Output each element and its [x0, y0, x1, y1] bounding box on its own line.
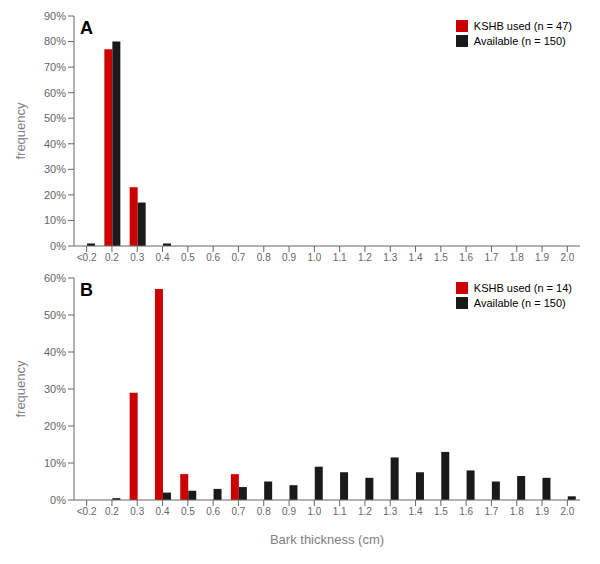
svg-text:50%: 50% [44, 112, 66, 124]
svg-text:0.8: 0.8 [257, 506, 271, 517]
svg-text:1.5: 1.5 [434, 252, 448, 263]
svg-text:0.9: 0.9 [282, 506, 296, 517]
svg-text:20%: 20% [44, 189, 66, 201]
svg-text:90%: 90% [44, 10, 66, 22]
svg-text:0%: 0% [50, 240, 66, 252]
html-text:B: B [80, 280, 93, 300]
svg-text:1.3: 1.3 [383, 506, 397, 517]
svg-text:1.4: 1.4 [409, 506, 423, 517]
svg-text:0.2: 0.2 [105, 506, 119, 517]
svg-text:1.3: 1.3 [383, 252, 397, 263]
svg-text:50%: 50% [44, 309, 66, 321]
svg-text:1.8: 1.8 [510, 506, 524, 517]
html-text:Available (n = 150): Available (n = 150) [473, 297, 566, 309]
html-text:KSHB used (n = 14): KSHB used (n = 14) [473, 282, 572, 294]
svg-text:1.0: 1.0 [307, 506, 321, 517]
svg-text:1.2: 1.2 [358, 252, 372, 263]
svg-text:1.2: 1.2 [358, 506, 372, 517]
svg-text:<0.2: <0.2 [77, 506, 97, 517]
svg-text:70%: 70% [44, 61, 66, 73]
svg-text:1.7: 1.7 [484, 252, 498, 263]
svg-text:60%: 60% [44, 87, 66, 99]
svg-text:Bark thickness (cm): Bark thickness (cm) [270, 532, 384, 547]
svg-text:2.0: 2.0 [560, 506, 574, 517]
svg-text:0.5: 0.5 [181, 252, 195, 263]
svg-text:1.8: 1.8 [510, 252, 524, 263]
svg-text:1.0: 1.0 [307, 252, 321, 263]
html-text:Available (n = 150): Available (n = 150) [473, 35, 566, 47]
svg-text:0.6: 0.6 [206, 252, 220, 263]
svg-text:1.1: 1.1 [333, 506, 347, 517]
svg-text:1.1: 1.1 [333, 252, 347, 263]
svg-text:1.5: 1.5 [434, 506, 448, 517]
svg-text:0.7: 0.7 [231, 506, 245, 517]
svg-text:0.4: 0.4 [156, 252, 170, 263]
html-text:A: A [80, 18, 93, 38]
svg-text:10%: 10% [44, 214, 66, 226]
svg-text:0%: 0% [50, 494, 66, 506]
svg-text:0.9: 0.9 [282, 252, 296, 263]
svg-text:0.2: 0.2 [105, 252, 119, 263]
svg-text:30%: 30% [44, 383, 66, 395]
svg-text:30%: 30% [44, 163, 66, 175]
svg-text:0.8: 0.8 [257, 252, 271, 263]
svg-text:1.9: 1.9 [535, 252, 549, 263]
svg-text:0.4: 0.4 [156, 506, 170, 517]
svg-text:0.3: 0.3 [130, 252, 144, 263]
svg-text:1.9: 1.9 [535, 506, 549, 517]
html-text:KSHB used (n = 47): KSHB used (n = 47) [473, 20, 572, 32]
svg-text:80%: 80% [44, 35, 66, 47]
svg-text:0.6: 0.6 [206, 506, 220, 517]
svg-text:0.3: 0.3 [130, 506, 144, 517]
svg-text:0.7: 0.7 [231, 252, 245, 263]
svg-text:20%: 20% [44, 420, 66, 432]
svg-text:0.5: 0.5 [181, 506, 195, 517]
svg-text:<0.2: <0.2 [77, 252, 97, 263]
svg-text:1.6: 1.6 [459, 252, 473, 263]
svg-text:40%: 40% [44, 138, 66, 150]
svg-text:frequency: frequency [13, 102, 28, 160]
svg-text:40%: 40% [44, 346, 66, 358]
svg-text:60%: 60% [44, 272, 66, 284]
svg-text:10%: 10% [44, 457, 66, 469]
svg-text:1.6: 1.6 [459, 506, 473, 517]
svg-text:1.7: 1.7 [484, 506, 498, 517]
svg-text:frequency: frequency [13, 360, 28, 418]
svg-text:2.0: 2.0 [560, 252, 574, 263]
svg-text:1.4: 1.4 [409, 252, 423, 263]
